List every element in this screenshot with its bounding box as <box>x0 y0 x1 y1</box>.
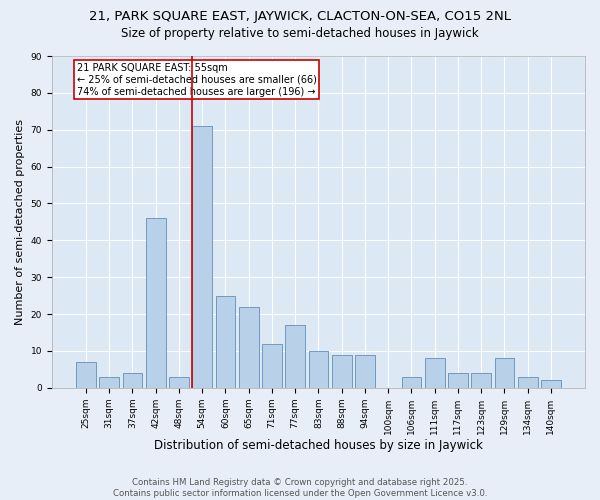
Bar <box>355 354 375 388</box>
Bar <box>122 373 142 388</box>
X-axis label: Distribution of semi-detached houses by size in Jaywick: Distribution of semi-detached houses by … <box>154 440 483 452</box>
Bar <box>215 296 235 388</box>
Bar <box>76 362 96 388</box>
Bar <box>285 325 305 388</box>
Bar <box>169 377 189 388</box>
Bar <box>262 344 282 388</box>
Text: Size of property relative to semi-detached houses in Jaywick: Size of property relative to semi-detach… <box>121 28 479 40</box>
Bar <box>146 218 166 388</box>
Bar <box>308 351 328 388</box>
Y-axis label: Number of semi-detached properties: Number of semi-detached properties <box>15 119 25 325</box>
Bar <box>425 358 445 388</box>
Bar <box>192 126 212 388</box>
Bar <box>401 377 421 388</box>
Bar <box>541 380 561 388</box>
Text: Contains HM Land Registry data © Crown copyright and database right 2025.
Contai: Contains HM Land Registry data © Crown c… <box>113 478 487 498</box>
Bar <box>471 373 491 388</box>
Bar <box>518 377 538 388</box>
Bar <box>494 358 514 388</box>
Bar <box>332 354 352 388</box>
Bar <box>99 377 119 388</box>
Bar <box>239 306 259 388</box>
Text: 21, PARK SQUARE EAST, JAYWICK, CLACTON-ON-SEA, CO15 2NL: 21, PARK SQUARE EAST, JAYWICK, CLACTON-O… <box>89 10 511 23</box>
Bar <box>448 373 468 388</box>
Text: 21 PARK SQUARE EAST: 55sqm
← 25% of semi-detached houses are smaller (66)
74% of: 21 PARK SQUARE EAST: 55sqm ← 25% of semi… <box>77 64 316 96</box>
